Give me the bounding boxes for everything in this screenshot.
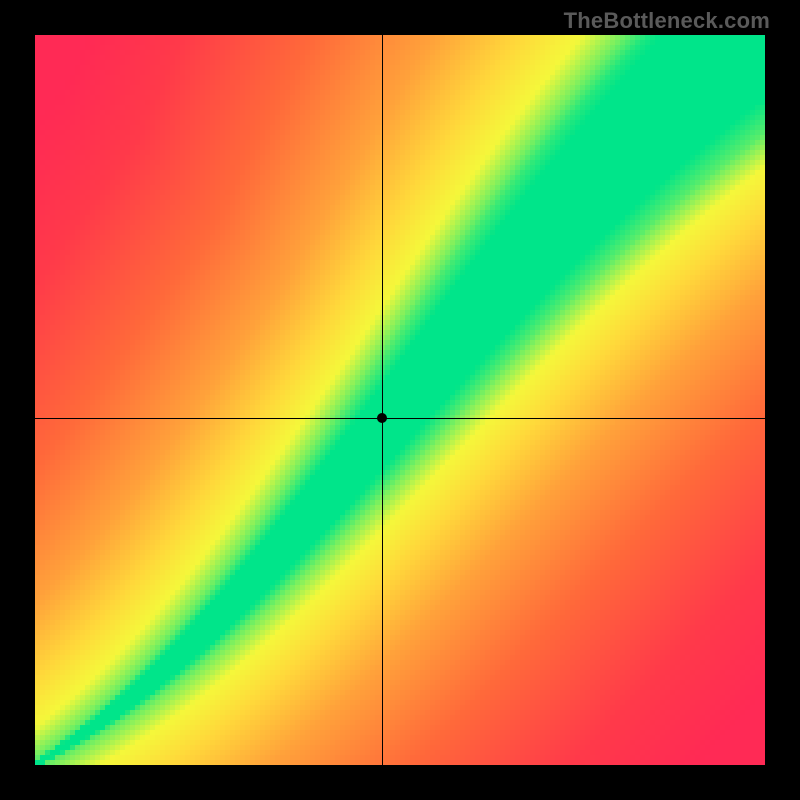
crosshair-horizontal: [35, 418, 765, 419]
chart-container: TheBottleneck.com: [0, 0, 800, 800]
watermark-text: TheBottleneck.com: [564, 8, 770, 34]
crosshair-vertical: [382, 35, 383, 765]
heatmap-plot: [35, 35, 765, 765]
crosshair-marker: [377, 413, 387, 423]
heatmap-canvas: [35, 35, 765, 765]
